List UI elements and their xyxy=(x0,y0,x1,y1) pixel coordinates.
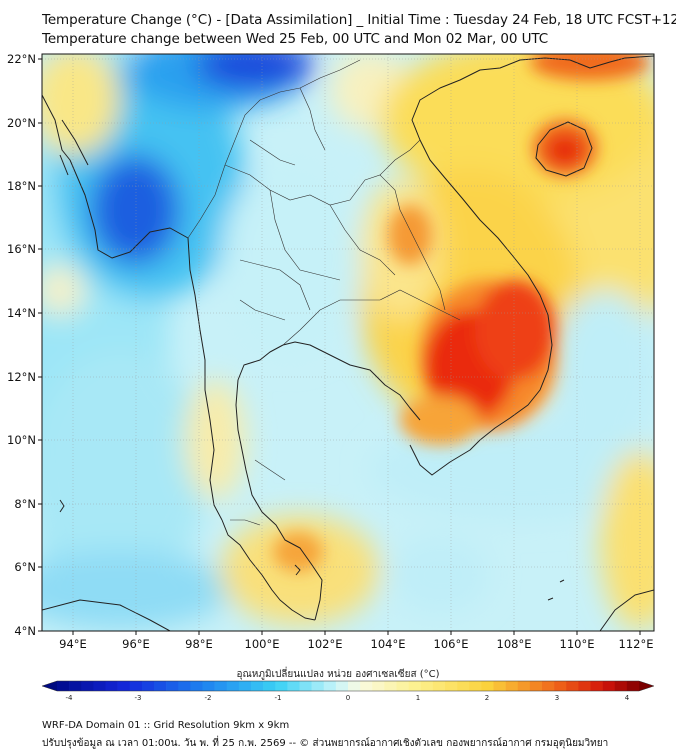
lat-label: 16°N xyxy=(7,242,36,256)
colorbar-cell xyxy=(69,681,82,691)
colorbar-cell xyxy=(57,681,70,691)
lat-label: 10°N xyxy=(7,433,36,447)
colorbar-cell xyxy=(493,681,506,691)
lat-label: 4°N xyxy=(14,624,36,638)
lat-label: 20°N xyxy=(7,116,36,130)
colorbar-cell xyxy=(311,681,325,691)
colorbar-cell xyxy=(323,681,337,691)
colorbar-cell xyxy=(178,681,191,691)
colorbar-cell xyxy=(408,681,422,691)
colorbar-max-arrow xyxy=(639,681,654,691)
colorbar-cells xyxy=(57,681,640,691)
colorbar-title: อุณหภูมิเปลี่ยนแปลง หน่วย องศาเซลเซียส (… xyxy=(236,669,440,680)
lon-label: 104°E xyxy=(371,637,406,651)
lat-label: 14°N xyxy=(7,306,36,320)
lon-label: 96°E xyxy=(122,637,150,651)
colorbar-cell xyxy=(287,681,300,691)
colorbar-cell xyxy=(166,681,179,691)
lat-axis: 22°N 20°N 18°N 16°N 14°N 12°N 10°N 8°N 6… xyxy=(7,52,42,638)
colorbar-cell xyxy=(251,681,264,691)
colorbar-cell xyxy=(578,681,591,691)
colorbar-cell xyxy=(81,681,94,691)
borders xyxy=(187,59,461,526)
colorbar-cell xyxy=(445,681,458,691)
lon-axis: 94°E 96°E 98°E 100°E 102°E 104°E 106°E 1… xyxy=(59,631,653,651)
colorbar-tick: -1 xyxy=(275,694,282,702)
map-title: Temperature Change (°C) - [Data Assimila… xyxy=(42,12,676,28)
graticule xyxy=(42,54,654,631)
colorbar-cell xyxy=(275,681,288,691)
colorbar-cell xyxy=(299,681,312,691)
colorbar-tick: -4 xyxy=(66,694,74,702)
colorbar-cell xyxy=(384,681,397,691)
lon-label: 110°E xyxy=(560,637,595,651)
lat-label: 12°N xyxy=(7,370,36,384)
colorbar-tick: 0 xyxy=(346,694,350,702)
colorbar-cell xyxy=(93,681,106,691)
temperature-field xyxy=(42,54,654,631)
colorbar-cell xyxy=(263,681,276,691)
lat-label: 22°N xyxy=(7,52,36,66)
colorbar-cell xyxy=(626,681,640,691)
lon-label: 102°E xyxy=(308,637,343,651)
colorbar-cell xyxy=(469,681,482,691)
colorbar-cell xyxy=(238,681,252,691)
colorbar-cell xyxy=(226,681,240,691)
lat-label: 8°N xyxy=(14,497,36,511)
colorbar-cell xyxy=(517,681,531,691)
colorbar-cell xyxy=(129,681,143,691)
colorbar-cell xyxy=(396,681,409,691)
colorbar-tick: 1 xyxy=(416,694,420,702)
colorbar-cell xyxy=(505,681,519,691)
lon-label: 106°E xyxy=(434,637,469,651)
colorbar-cell xyxy=(190,681,203,691)
colorbar-cell xyxy=(348,681,361,691)
colorbar-tick: -2 xyxy=(205,694,212,702)
colorbar-cell xyxy=(602,681,616,691)
footer-model-info: WRF-DA Domain 01 :: Grid Resolution 9km … xyxy=(42,720,290,731)
footer-credit: ปรับปรุงข้อมูล ณ เวลา 01:00น. วัน พ. ที่… xyxy=(42,738,609,749)
colorbar-cell xyxy=(590,681,603,691)
map-frame xyxy=(41,53,655,632)
colorbar-cell xyxy=(614,681,628,691)
lon-label: 94°E xyxy=(59,637,87,651)
map-subtitle: Temperature change between Wed 25 Feb, 0… xyxy=(42,31,549,47)
colorbar-cell xyxy=(335,681,349,691)
lon-label: 112°E xyxy=(619,637,654,651)
colorbar-cell xyxy=(420,681,434,691)
colorbar-cell xyxy=(372,681,385,691)
colorbar-cell xyxy=(554,681,567,691)
colorbar-cell xyxy=(481,681,494,691)
lon-label: 98°E xyxy=(185,637,213,651)
coastlines xyxy=(42,55,654,631)
lat-label: 6°N xyxy=(14,560,36,574)
colorbar-tick: 3 xyxy=(555,694,559,702)
lat-label: 18°N xyxy=(7,179,36,193)
colorbar-cell xyxy=(566,681,579,691)
colorbar-tick: 2 xyxy=(485,694,489,702)
colorbar-cell xyxy=(432,681,446,691)
colorbar-cell xyxy=(529,681,543,691)
colorbar-tick: -3 xyxy=(135,694,142,702)
colorbar-cell xyxy=(202,681,215,691)
colorbar-tick: 4 xyxy=(625,694,630,702)
colorbar-cell xyxy=(154,681,167,691)
colorbar-cell xyxy=(542,681,555,691)
colorbar-cell xyxy=(360,681,373,691)
colorbar-cell xyxy=(141,681,155,691)
colorbar-min-arrow xyxy=(42,681,57,691)
lon-label: 100°E xyxy=(245,637,280,651)
colorbar-cell xyxy=(105,681,118,691)
colorbar: -4 -3 -2 -1 0 1 2 3 4 xyxy=(41,680,655,702)
lon-label: 108°E xyxy=(497,637,532,651)
colorbar-cell xyxy=(214,681,228,691)
colorbar-cell xyxy=(457,681,470,691)
colorbar-cell xyxy=(117,681,131,691)
